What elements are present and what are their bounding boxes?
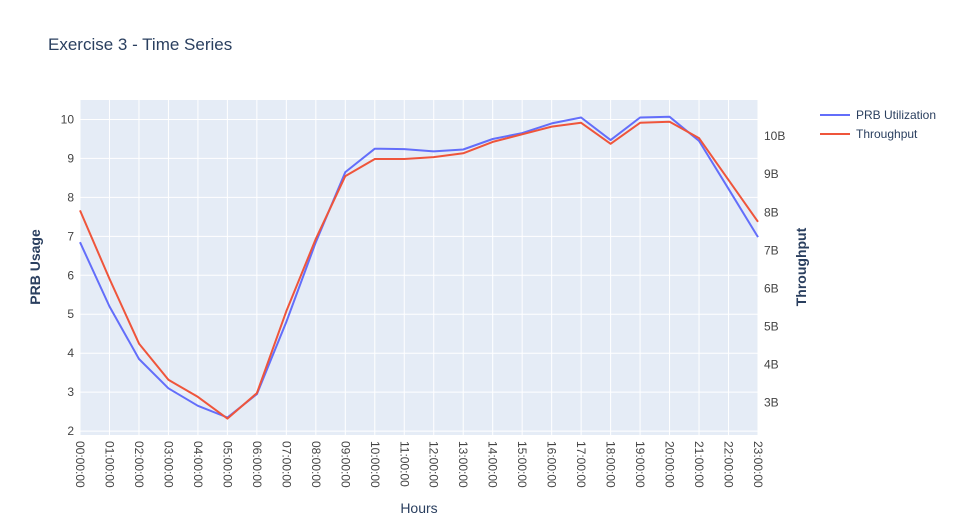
x-tick-label: 14:00:00 xyxy=(486,441,500,488)
x-tick-label: 03:00:00 xyxy=(161,441,175,488)
x-tick-label: 01:00:00 xyxy=(102,441,116,488)
x-tick-label: 13:00:00 xyxy=(456,441,470,488)
y2-tick-label: 8B xyxy=(764,205,779,219)
x-tick-label: 02:00:00 xyxy=(132,441,146,488)
y2-axis-ticks: 3B 4B 5B 6B 7B 8B 9B 10B xyxy=(764,129,785,409)
series-line-prb-utilization xyxy=(79,115,759,419)
legend-label-prb-utilization: PRB Utilization xyxy=(856,108,936,122)
y2-tick-label: 6B xyxy=(764,281,779,295)
x-tick-label: 21:00:00 xyxy=(692,441,706,488)
x-tick-label: 17:00:00 xyxy=(574,441,588,488)
y2-axis-title: Throughput xyxy=(793,227,809,306)
x-tick-label: 20:00:00 xyxy=(663,441,677,488)
y-tick-label: 2 xyxy=(67,424,74,438)
x-tick-label: 11:00:00 xyxy=(397,441,411,487)
chart-title: Exercise 3 - Time Series xyxy=(48,35,232,54)
series-lines xyxy=(79,115,759,420)
x-tick-label: 07:00:00 xyxy=(279,441,293,488)
y2-tick-label: 4B xyxy=(764,358,779,372)
x-axis-title: Hours xyxy=(400,500,437,516)
grid-lines xyxy=(79,100,759,435)
y2-tick-label: 3B xyxy=(764,396,779,410)
x-tick-label: 10:00:00 xyxy=(368,441,382,488)
y-tick-label: 3 xyxy=(67,385,74,399)
x-tick-label: 05:00:00 xyxy=(220,441,234,488)
y2-tick-label: 7B xyxy=(764,243,779,257)
x-tick-label: 19:00:00 xyxy=(633,441,647,488)
y-tick-label: 7 xyxy=(67,229,74,243)
x-tick-label: 08:00:00 xyxy=(309,441,323,488)
x-axis-ticks: 00:00:00 01:00:00 02:00:00 03:00:00 04:00:00… xyxy=(73,441,765,488)
y2-tick-label: 10B xyxy=(764,129,785,143)
y2-tick-label: 9B xyxy=(764,167,779,181)
y-tick-label: 5 xyxy=(67,307,74,321)
x-tick-label: 06:00:00 xyxy=(250,441,264,488)
x-tick-label: 09:00:00 xyxy=(338,441,352,488)
x-tick-label: 16:00:00 xyxy=(545,441,559,488)
y-tick-label: 9 xyxy=(67,151,74,165)
x-tick-label: 18:00:00 xyxy=(604,441,618,488)
x-tick-label: 22:00:00 xyxy=(722,441,736,488)
y-tick-label: 10 xyxy=(61,112,75,126)
plot-background xyxy=(80,100,758,435)
y-axis-ticks: 2 3 4 5 6 7 8 9 10 xyxy=(61,112,75,438)
y-axis-title: PRB Usage xyxy=(27,229,43,305)
x-tick-label: 15:00:00 xyxy=(515,441,529,488)
series-line-throughput xyxy=(79,120,759,420)
x-tick-label: 12:00:00 xyxy=(427,441,441,488)
y2-tick-label: 5B xyxy=(764,320,779,334)
y-tick-label: 6 xyxy=(67,268,74,282)
y-tick-label: 4 xyxy=(67,346,74,360)
legend-label-throughput: Throughput xyxy=(856,127,918,141)
legend: PRB Utilization Throughput xyxy=(820,108,936,141)
x-tick-label: 00:00:00 xyxy=(73,441,87,488)
y-tick-label: 8 xyxy=(67,190,74,204)
x-tick-label: 23:00:00 xyxy=(751,441,765,488)
x-tick-label: 04:00:00 xyxy=(191,441,205,488)
